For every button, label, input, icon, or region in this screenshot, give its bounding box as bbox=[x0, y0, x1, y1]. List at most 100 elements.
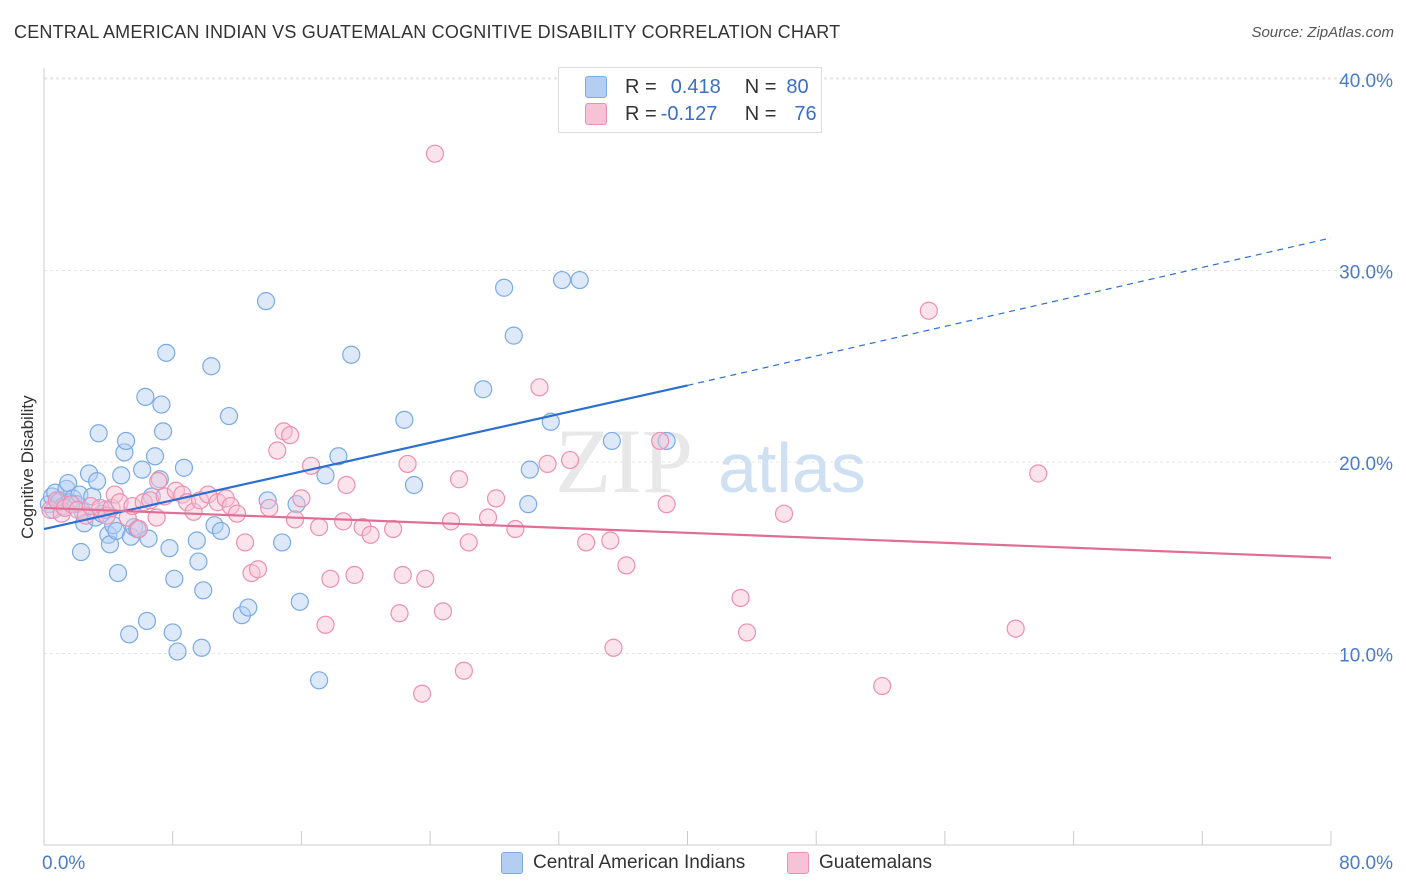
legend-r-value: -0.127 bbox=[660, 102, 718, 125]
legend-swatch-pink bbox=[585, 103, 607, 125]
point-guatemalan bbox=[459, 533, 478, 552]
legend-r-value: 0.418 bbox=[670, 75, 721, 98]
point-central-american-indian bbox=[519, 495, 538, 514]
point-central-american-indian bbox=[211, 521, 231, 541]
point-guatemalan bbox=[774, 504, 794, 523]
point-central-american-indian bbox=[258, 491, 277, 510]
y-tick-label: 10.0% bbox=[1339, 646, 1393, 667]
point-central-american-indian bbox=[552, 270, 572, 290]
point-central-american-indian bbox=[112, 466, 131, 485]
point-central-american-indian bbox=[168, 642, 187, 661]
point-central-american-indian bbox=[602, 431, 621, 451]
point-guatemalan bbox=[321, 569, 340, 588]
point-guatemalan bbox=[390, 604, 409, 623]
point-central-american-indian bbox=[404, 475, 424, 495]
point-guatemalan bbox=[285, 510, 305, 529]
data-points bbox=[39, 144, 1048, 703]
point-guatemalan bbox=[601, 531, 620, 550]
point-central-american-indian bbox=[116, 431, 136, 451]
point-central-american-indian bbox=[137, 611, 157, 631]
point-guatemalan bbox=[731, 588, 750, 608]
point-guatemalan bbox=[412, 684, 432, 703]
point-central-american-indian bbox=[239, 598, 258, 617]
point-central-american-indian bbox=[202, 357, 221, 376]
point-guatemalan bbox=[478, 508, 498, 527]
point-guatemalan bbox=[292, 489, 311, 508]
point-guatemalan bbox=[560, 450, 580, 470]
point-central-american-indian bbox=[329, 447, 348, 466]
bottom-legend-label: Central American Indians bbox=[533, 852, 746, 873]
legend-row-guatemalans: R = -0.127 N = 76 bbox=[585, 102, 817, 126]
point-guatemalan bbox=[441, 512, 461, 531]
point-central-american-indian bbox=[187, 531, 206, 550]
point-guatemalan bbox=[334, 512, 353, 531]
point-guatemalan bbox=[506, 519, 525, 539]
y-tick-label: 30.0% bbox=[1339, 263, 1393, 284]
point-guatemalan bbox=[617, 556, 636, 575]
point-central-american-indian bbox=[152, 395, 171, 414]
point-central-american-indian bbox=[504, 326, 523, 345]
point-guatemalan bbox=[449, 470, 469, 489]
point-guatemalan bbox=[149, 472, 168, 491]
point-central-american-indian bbox=[139, 529, 158, 548]
axes bbox=[43, 68, 1332, 846]
source-label: Source: ZipAtlas.com bbox=[1251, 24, 1394, 41]
legend-n-value: 80 bbox=[786, 75, 809, 98]
point-central-american-indian bbox=[192, 638, 211, 657]
point-central-american-indian bbox=[160, 539, 179, 558]
point-guatemalan bbox=[227, 504, 247, 523]
point-guatemalan bbox=[454, 661, 473, 680]
point-central-american-indian bbox=[153, 422, 173, 441]
legend-n-value: 76 bbox=[794, 102, 817, 125]
point-guatemalan bbox=[260, 498, 279, 518]
x-tick-label: 80.0% bbox=[1339, 853, 1393, 874]
point-guatemalan bbox=[118, 508, 137, 527]
point-central-american-indian bbox=[87, 472, 107, 491]
point-guatemalan bbox=[345, 565, 364, 585]
point-central-american-indian bbox=[89, 424, 108, 443]
point-guatemalan bbox=[281, 426, 300, 445]
point-central-american-indian bbox=[145, 447, 165, 466]
point-guatemalan bbox=[398, 454, 417, 474]
point-central-american-indian bbox=[309, 671, 329, 690]
watermark: ZIP atlas bbox=[555, 410, 866, 512]
point-central-american-indian bbox=[115, 443, 134, 462]
point-central-american-indian bbox=[395, 410, 414, 429]
chart-title: CENTRAL AMERICAN INDIAN VS GUATEMALAN CO… bbox=[14, 22, 841, 42]
point-central-american-indian bbox=[287, 495, 306, 514]
point-guatemalan bbox=[383, 519, 403, 539]
point-guatemalan bbox=[433, 602, 453, 621]
point-guatemalan bbox=[425, 144, 445, 163]
point-central-american-indian bbox=[120, 625, 139, 644]
point-central-american-indian bbox=[108, 563, 128, 583]
legend-n-label: N = bbox=[744, 102, 777, 125]
point-central-american-indian bbox=[136, 387, 155, 406]
point-central-american-indian bbox=[570, 270, 589, 290]
tick-labels: 10.0% 20.0% 30.0% 40.0% 0.0% 80.0% bbox=[42, 71, 1393, 874]
point-guatemalan bbox=[316, 615, 335, 634]
point-guatemalan bbox=[737, 623, 757, 642]
point-central-american-indian bbox=[71, 542, 91, 562]
y-axis-label: Cognitive Disability bbox=[18, 395, 37, 539]
y-tick-label: 40.0% bbox=[1339, 71, 1393, 92]
point-central-american-indian bbox=[163, 623, 182, 642]
point-central-american-indian bbox=[272, 533, 292, 552]
bottom-legend-central-american-indians: Central American Indians bbox=[501, 852, 745, 874]
point-guatemalan bbox=[337, 475, 356, 495]
point-guatemalan bbox=[604, 638, 623, 657]
bottom-legend-swatch-blue bbox=[501, 852, 523, 874]
point-guatemalan bbox=[416, 569, 435, 588]
legend-n-label: N = bbox=[744, 75, 777, 98]
y-axis-label-wrap: Cognitive Disability bbox=[18, 311, 38, 539]
point-guatemalan bbox=[651, 431, 670, 451]
point-guatemalan bbox=[486, 489, 506, 508]
trend-lines bbox=[43, 237, 1332, 559]
legend-r-label: R = bbox=[625, 75, 657, 98]
point-guatemalan bbox=[129, 519, 149, 539]
point-central-american-indian bbox=[219, 406, 239, 426]
point-central-american-indian bbox=[316, 466, 335, 485]
point-central-american-indian bbox=[520, 460, 539, 479]
point-guatemalan bbox=[538, 454, 557, 474]
point-central-american-indian bbox=[165, 569, 184, 588]
